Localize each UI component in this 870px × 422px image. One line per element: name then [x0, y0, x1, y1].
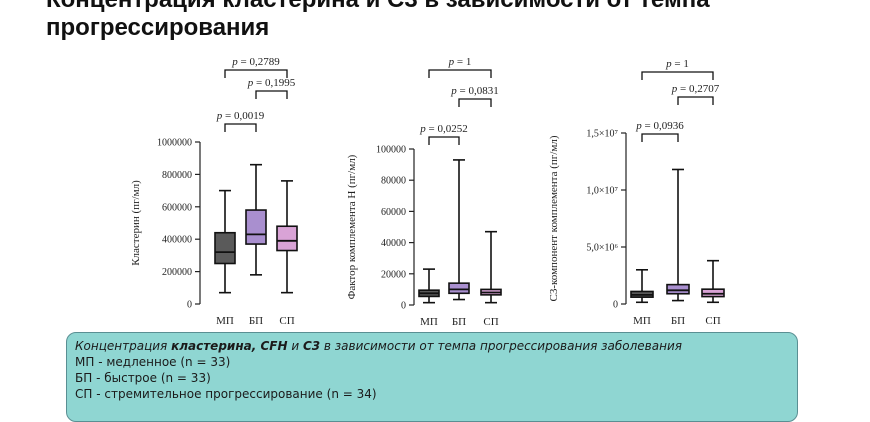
- x-tick-label: СП: [705, 315, 720, 327]
- caption-bold-1: кластерина, CFH: [171, 339, 288, 353]
- y-tick-label: 0: [401, 301, 406, 312]
- significance-bracket: [458, 98, 492, 107]
- y-tick-label: 60000: [381, 207, 406, 218]
- slide-title-line2: прогрессирования: [46, 14, 270, 41]
- p-value-label: p = 0,1995: [247, 77, 296, 89]
- x-tick-label: БП: [452, 316, 466, 328]
- box-БП: [245, 209, 267, 245]
- y-tick-label: 1000000: [157, 138, 192, 149]
- y-tick-label: 1,5×10⁷: [586, 129, 618, 140]
- p-value-label: p = 0,0936: [635, 120, 684, 132]
- box-БП: [666, 283, 690, 295]
- p-value-label: p = 0,0252: [419, 123, 467, 135]
- significance-bracket: [677, 96, 714, 105]
- p-value-label: p = 1: [448, 56, 472, 68]
- y-tick-label: 0: [613, 300, 618, 311]
- y-axis-label: С3-компонент комплемента (пг/мл): [548, 135, 560, 301]
- y-tick-label: 5,0×10⁶: [586, 243, 618, 254]
- significance-bracket: [641, 133, 679, 142]
- box-МП: [214, 231, 236, 265]
- y-axis-label: Кластерин (пг/мл): [130, 180, 142, 266]
- box-БП: [448, 282, 470, 295]
- y-tick-label: 40000: [381, 238, 406, 249]
- legend-item-sp: СП - стремительное прогрессирование (n =…: [75, 387, 377, 401]
- significance-bracket: [428, 69, 492, 78]
- p-value-label: p = 0,2707: [671, 83, 720, 95]
- significance-bracket: [255, 90, 288, 99]
- x-tick-label: БП: [249, 315, 263, 327]
- y-axis-label: Фактор комплемента Н (пг/мл): [346, 154, 358, 299]
- significance-bracket: [641, 71, 714, 80]
- x-tick-label: БП: [671, 315, 685, 327]
- y-tick-label: 20000: [381, 269, 406, 280]
- y-tick-label: 80000: [381, 176, 406, 187]
- x-tick-label: СП: [279, 315, 294, 327]
- x-tick-label: СП: [483, 316, 498, 328]
- p-value-label: p = 0,0831: [450, 85, 498, 97]
- y-tick-label: 800000: [162, 170, 192, 181]
- legend-item-bp: БП - быстрое (n = 33): [75, 371, 211, 385]
- significance-bracket: [224, 69, 288, 78]
- box-plot-charts: 02000004000006000008000001000000Кластери…: [130, 56, 725, 328]
- caption-lead: Концентрация: [75, 339, 172, 353]
- caption-mid: и: [287, 339, 303, 353]
- p-value-label: p = 0,2789: [231, 56, 280, 68]
- caption-heading: Концентрация кластерина, CFH и C3 в зави…: [75, 338, 789, 354]
- y-tick-label: 200000: [162, 267, 192, 278]
- y-tick-label: 600000: [162, 202, 192, 213]
- p-value-label: p = 1: [665, 58, 689, 70]
- significance-bracket: [428, 136, 460, 145]
- caption-tail: в зависимости от темпа прогрессирования …: [320, 339, 682, 353]
- y-tick-label: 400000: [162, 235, 192, 246]
- significance-bracket: [224, 123, 257, 132]
- y-tick-label: 0: [187, 300, 192, 311]
- p-value-label: p = 0,0019: [216, 110, 265, 122]
- caption-box: Концентрация кластерина, CFH и C3 в зави…: [66, 332, 798, 422]
- x-tick-label: МП: [633, 315, 651, 327]
- slide-title: Концентрация кластерина и C3 в зависимос…: [46, 0, 710, 42]
- box-СП: [276, 225, 298, 252]
- legend-item-mp: МП - медленное (n = 33): [75, 355, 231, 369]
- y-tick-label: 1,0×10⁷: [586, 186, 618, 197]
- x-tick-label: МП: [216, 315, 234, 327]
- x-tick-label: МП: [420, 316, 438, 328]
- slide-title-line1: Концентрация кластерина и C3 в зависимос…: [46, 0, 710, 14]
- y-tick-label: 100000: [376, 145, 406, 156]
- caption-bold-2: C3: [302, 339, 321, 353]
